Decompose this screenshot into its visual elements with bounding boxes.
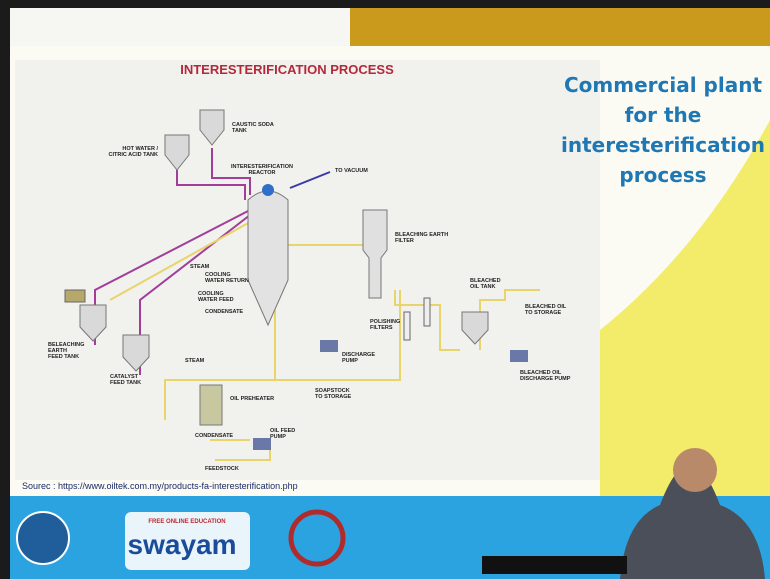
diagram-label: FEEDSTOCK — [205, 466, 239, 472]
diagram-label: WATER RETURN — [205, 278, 249, 284]
diagram-label: CITRIC ACID TANK — [109, 152, 159, 158]
diagram-label: OIL PREHEATER — [230, 396, 274, 402]
diagram-label: PUMP — [270, 434, 286, 440]
top-band-right — [350, 8, 770, 46]
presenter-head — [673, 448, 717, 492]
source-note: Sourec : https://www.oiltek.com.my/produ… — [22, 481, 298, 491]
diagram-panel — [15, 60, 600, 480]
diagram-label: TO STORAGE — [525, 310, 561, 316]
diagram-label: TO VACUUM — [335, 168, 368, 174]
diagram-label: STEAM — [190, 264, 210, 270]
diagram-label: PUMP — [342, 358, 358, 364]
diagram-label: FEED TANK — [48, 354, 79, 360]
diagram-label: FILTERS — [370, 325, 393, 331]
diagram-label: TO STORAGE — [315, 394, 351, 400]
heading-line: process — [619, 163, 706, 187]
top-band-left — [10, 8, 350, 46]
diagram-label: OIL TANK — [470, 284, 495, 290]
heading-line: for the — [625, 103, 702, 127]
page: INTERESTERIFICATION PROCESS HOT WATER /C… — [0, 0, 770, 579]
diagram-label: CONDENSATE — [195, 433, 233, 439]
diagram-label: REACTOR — [248, 170, 275, 176]
diagram-title: INTERESTERIFICATION PROCESS — [180, 62, 394, 77]
diagram-label: CONDENSATE — [205, 309, 243, 315]
swayam-logo: swayam — [128, 529, 237, 560]
diagram-label: WATER FEED — [198, 297, 234, 303]
diagram-label: STEAM — [185, 358, 205, 364]
heading-line: interesterification — [561, 133, 765, 157]
toolbar[interactable] — [482, 556, 627, 574]
diagram-label: TANK — [232, 128, 247, 134]
heading-line: Commercial plant — [564, 73, 762, 97]
diagram-label: FEED TANK — [110, 380, 141, 386]
diagram-label: DISCHARGE PUMP — [520, 376, 571, 382]
slide-frame: INTERESTERIFICATION PROCESS HOT WATER /C… — [0, 0, 770, 579]
diagram-label: FILTER — [395, 238, 414, 244]
badge-text: FREE ONLINE EDUCATION — [148, 519, 225, 525]
iit-logo — [17, 512, 69, 564]
